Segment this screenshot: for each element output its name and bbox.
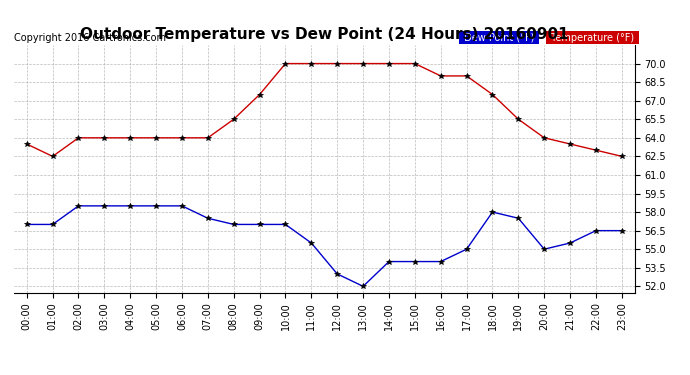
Title: Outdoor Temperature vs Dew Point (24 Hours) 20160901: Outdoor Temperature vs Dew Point (24 Hou… xyxy=(80,27,569,42)
Text: Copyright 2016 Cartronics.com: Copyright 2016 Cartronics.com xyxy=(14,33,166,42)
Text: Temperature (°F): Temperature (°F) xyxy=(548,33,637,42)
Text: Dew Point (°F): Dew Point (°F) xyxy=(461,33,538,42)
